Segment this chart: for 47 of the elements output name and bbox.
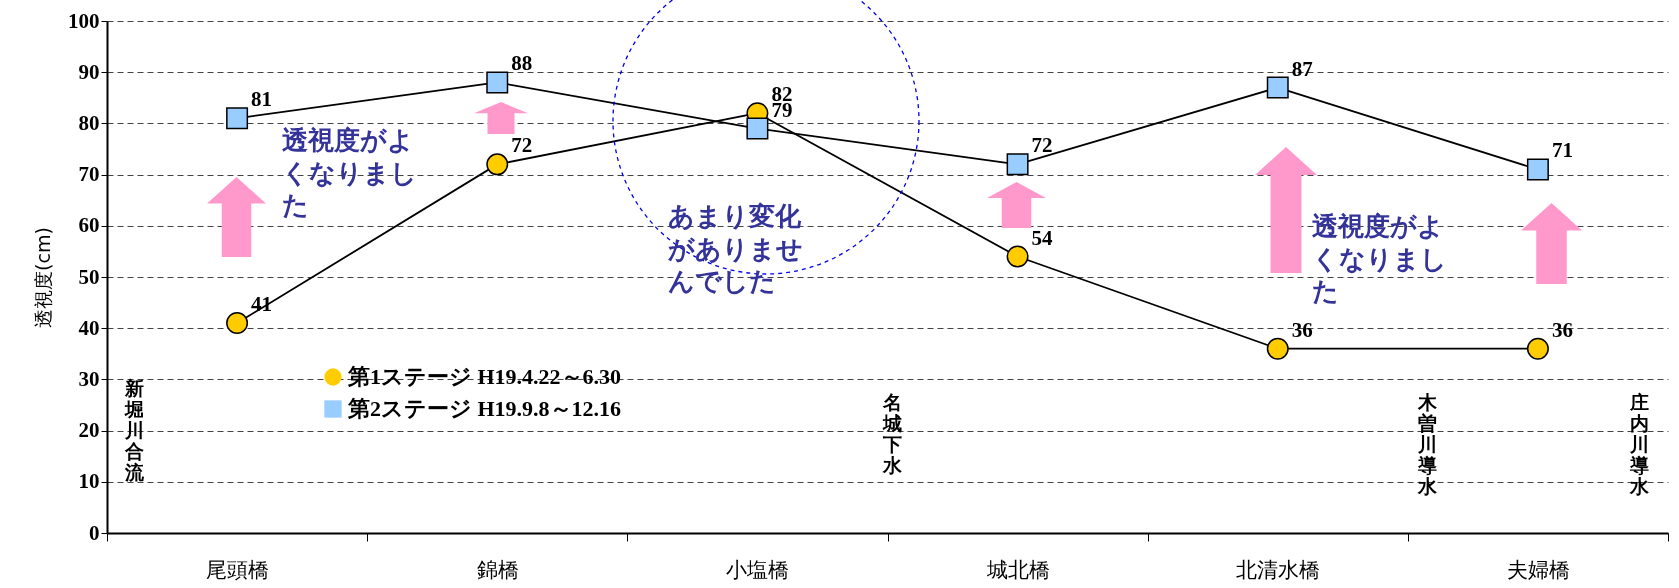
y-tick-label: 100 — [68, 8, 100, 33]
point — [1526, 337, 1549, 360]
y-tick-label: 90 — [78, 59, 100, 84]
x-tick-label: 北清水橋 — [1236, 557, 1321, 582]
annotation: 庄内川導水 — [1630, 391, 1649, 497]
point — [1006, 245, 1029, 268]
data-label: 81 — [251, 87, 273, 112]
y-tick-label: 10 — [78, 469, 100, 494]
data-label: 87 — [1291, 56, 1313, 81]
point — [486, 71, 509, 94]
data-label: 36 — [1551, 317, 1573, 342]
annotation: 新堀川合流 — [125, 377, 144, 483]
data-label: 72 — [511, 133, 533, 158]
legend-label: 第2ステージ H19.9.8～12.16 — [347, 396, 622, 421]
point — [1266, 337, 1289, 360]
data-label: 71 — [1551, 138, 1573, 163]
data-label: 36 — [1291, 317, 1313, 342]
point — [1266, 76, 1289, 99]
x-tick-label: 尾頭橋 — [206, 557, 270, 582]
annotation: 名城下水 — [883, 391, 902, 476]
point — [226, 107, 249, 130]
data-label: 54 — [1031, 225, 1054, 250]
data-label: 72 — [1031, 133, 1053, 158]
y-tick-label: 70 — [78, 162, 100, 187]
annotation: あまり変化がありませんでした — [668, 200, 804, 298]
x-tick-label: 城北橋 — [985, 557, 1050, 582]
y-tick-label: 50 — [78, 264, 100, 289]
y-tick-label: 20 — [78, 418, 100, 443]
annotation: 透視度がよくなりました — [282, 124, 418, 222]
legend-label: 第1ステージ H19.4.22～6.30 — [347, 364, 622, 389]
point — [746, 117, 769, 140]
y-tick-label: 0 — [89, 520, 100, 545]
annotation: 透視度がよくなりました — [1312, 210, 1448, 308]
data-label: 88 — [511, 51, 533, 76]
point — [486, 153, 509, 176]
y-tick-label: 80 — [78, 110, 100, 135]
y-tick-label: 40 — [78, 315, 100, 340]
annotation: 木曽川導水 — [1418, 391, 1437, 497]
point — [226, 312, 249, 335]
point — [1006, 153, 1029, 176]
y-tick-label: 60 — [78, 213, 100, 238]
point — [1526, 158, 1549, 181]
y-axis-title: 透視度(cm) — [32, 227, 54, 328]
x-tick-label: 小塩橋 — [726, 557, 790, 582]
y-tick-label: 30 — [78, 366, 100, 391]
x-tick-label: 錦橋 — [476, 557, 519, 582]
x-tick-label: 夫婦橋 — [1506, 557, 1570, 582]
